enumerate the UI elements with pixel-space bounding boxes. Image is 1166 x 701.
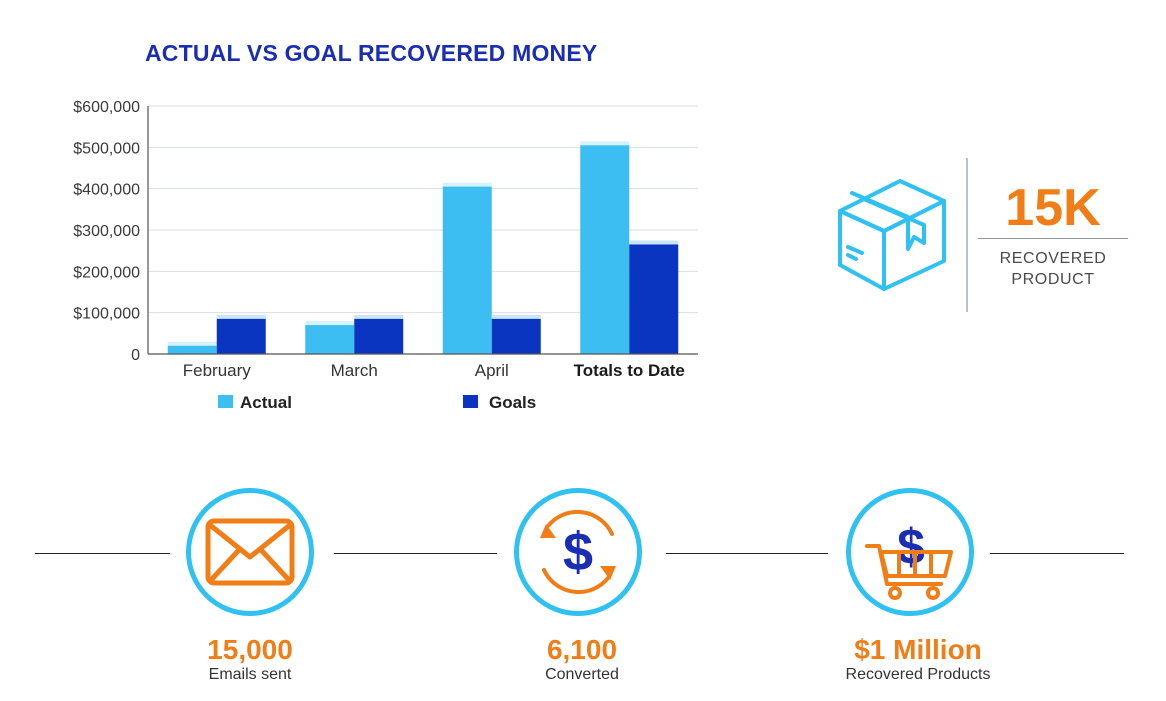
stat-value-converted: 6,100 bbox=[546, 634, 618, 665]
bar-chart: 0 $100,000 $200,000 $300,000 $400,000 $500,00… bbox=[73, 99, 698, 412]
connector-line bbox=[666, 553, 828, 554]
stat-caption-emails: Emails sent bbox=[208, 666, 292, 683]
y-tick-label: $600,000 bbox=[73, 99, 140, 116]
svg-text:$: $ bbox=[563, 522, 593, 582]
connector-line bbox=[334, 553, 497, 554]
bar-cap bbox=[167, 341, 217, 346]
x-category-label: March bbox=[331, 361, 378, 380]
bar-goals bbox=[216, 318, 266, 354]
legend-swatch-actual bbox=[218, 395, 233, 408]
stat-circle-emails bbox=[186, 488, 314, 616]
x-category-label: Totals to Date bbox=[574, 361, 685, 380]
bar-actual bbox=[305, 325, 355, 354]
bar-cap bbox=[354, 314, 404, 319]
stat-value-products: $1 Million bbox=[854, 634, 982, 665]
connector-line bbox=[990, 553, 1124, 554]
bar-goals bbox=[629, 244, 679, 354]
category-labels: February March April Totals to Date bbox=[183, 361, 685, 380]
x-category-label: April bbox=[475, 361, 509, 380]
axes bbox=[147, 106, 698, 355]
legend-label-goals: Goals bbox=[489, 393, 536, 412]
bars bbox=[167, 141, 679, 354]
legend-swatch-goals bbox=[463, 395, 478, 408]
kpi-label: RECOVERED PRODUCT bbox=[978, 248, 1128, 290]
bar-cap bbox=[491, 314, 541, 319]
x-category-label: February bbox=[183, 361, 252, 380]
cart-dollar-icon: $ bbox=[865, 519, 953, 600]
stat-circle-converted: $ bbox=[514, 488, 642, 616]
grid-layer bbox=[148, 105, 698, 314]
stat-caption-products: Recovered Products bbox=[845, 666, 991, 683]
bar-cap bbox=[216, 314, 266, 319]
y-tick-label: 0 bbox=[131, 347, 140, 364]
stat-value-emails: 15,000 bbox=[207, 634, 293, 665]
stat-caption-converted: Converted bbox=[545, 666, 619, 683]
chart-title: ACTUAL VS GOAL RECOVERED MONEY bbox=[145, 40, 598, 66]
legend: Actual Goals bbox=[218, 393, 536, 412]
connector-line bbox=[35, 553, 170, 554]
bar-cap bbox=[629, 240, 679, 245]
bar-actual bbox=[442, 186, 492, 354]
bar-goals bbox=[491, 318, 541, 354]
bar-goals bbox=[354, 318, 404, 354]
bar-cap bbox=[305, 321, 355, 326]
bar-actual bbox=[580, 145, 630, 354]
y-tick-label: $200,000 bbox=[73, 264, 140, 281]
kpi-value: 15K bbox=[1005, 179, 1101, 237]
dollar-cycle-icon: $ bbox=[540, 510, 616, 594]
envelope-icon bbox=[205, 518, 295, 586]
y-tick-label: $300,000 bbox=[73, 223, 140, 240]
bar-actual bbox=[167, 345, 217, 354]
legend-label-actual: Actual bbox=[240, 393, 292, 412]
box-icon bbox=[838, 179, 946, 291]
y-tick-label: $100,000 bbox=[73, 306, 140, 323]
kpi-divider bbox=[966, 158, 968, 312]
y-tick-label: $400,000 bbox=[73, 182, 140, 199]
bar-cap bbox=[580, 141, 630, 146]
kpi-label-line2: PRODUCT bbox=[1011, 271, 1095, 288]
kpi-rule bbox=[978, 238, 1128, 239]
svg-text:$: $ bbox=[897, 519, 925, 575]
stat-circle-products: $ bbox=[846, 488, 974, 616]
y-axis-ticks: 0 $100,000 $200,000 $300,000 $400,000 $500,00… bbox=[73, 99, 140, 364]
kpi-label-line1: RECOVERED bbox=[999, 250, 1107, 267]
bar-cap bbox=[442, 182, 492, 187]
y-tick-label: $500,000 bbox=[73, 140, 140, 157]
